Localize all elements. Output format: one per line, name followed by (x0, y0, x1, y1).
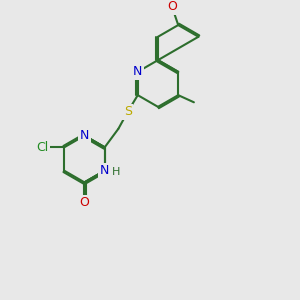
Text: N: N (133, 65, 142, 78)
Text: Cl: Cl (36, 141, 48, 154)
Text: S: S (124, 105, 132, 118)
Text: N: N (80, 129, 89, 142)
Text: O: O (80, 196, 89, 209)
Text: O: O (167, 0, 177, 13)
Text: H: H (112, 167, 120, 177)
Text: N: N (100, 164, 110, 177)
